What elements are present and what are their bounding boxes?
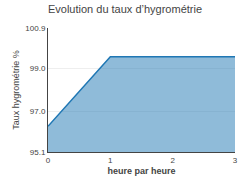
svg-text:100.9: 100.9: [25, 24, 46, 33]
svg-text:2: 2: [170, 156, 175, 165]
svg-text:Evolution du taux d’hygrométri: Evolution du taux d’hygrométrie: [48, 3, 202, 15]
svg-text:97.0: 97.0: [30, 107, 46, 116]
svg-text:99.0: 99.0: [30, 64, 46, 73]
svg-text:1: 1: [108, 156, 113, 165]
svg-text:95.1: 95.1: [30, 148, 46, 157]
svg-text:3: 3: [233, 156, 238, 165]
svg-text:Taux hygrométrie %: Taux hygrométrie %: [11, 50, 21, 130]
svg-text:heure par heure: heure par heure: [107, 166, 175, 176]
svg-text:0: 0: [46, 156, 51, 165]
